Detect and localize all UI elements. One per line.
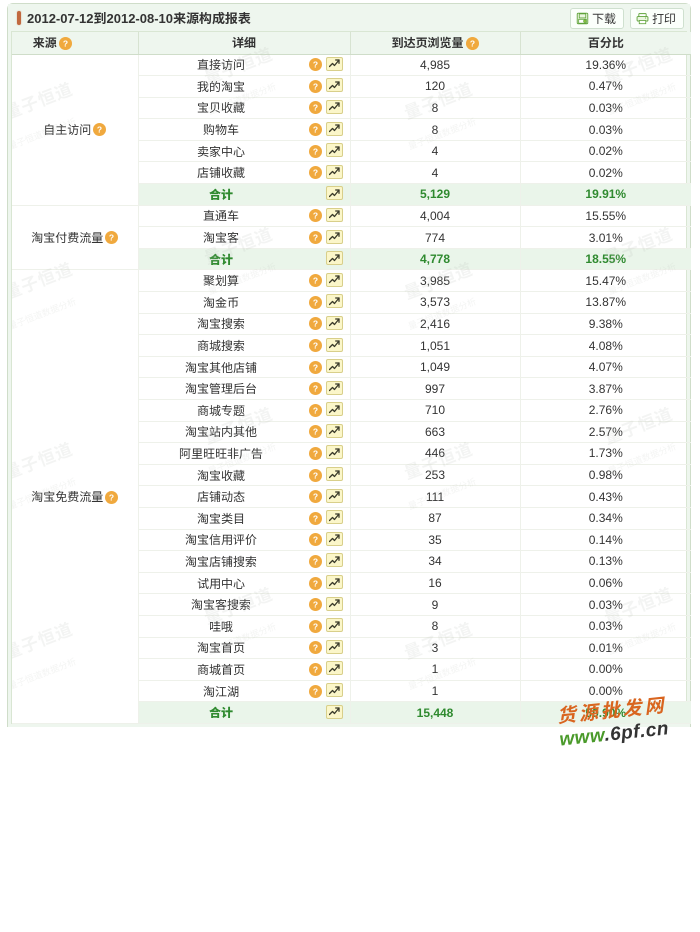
svg-text:?: ? (312, 686, 317, 696)
svg-text:?: ? (312, 621, 317, 631)
svg-text:?: ? (312, 492, 317, 502)
svg-text:?: ? (312, 513, 317, 523)
svg-text:?: ? (312, 298, 317, 308)
svg-text:?: ? (312, 449, 317, 459)
svg-text:?: ? (312, 665, 317, 675)
svg-text:?: ? (312, 319, 317, 329)
svg-text:?: ? (312, 211, 317, 221)
svg-text:?: ? (63, 38, 68, 48)
svg-text:?: ? (312, 427, 317, 437)
svg-text:?: ? (312, 103, 317, 113)
svg-text:?: ? (312, 60, 317, 70)
svg-text:?: ? (312, 470, 317, 480)
svg-text:?: ? (312, 125, 317, 135)
svg-text:?: ? (312, 557, 317, 567)
svg-text:?: ? (469, 38, 474, 48)
svg-text:?: ? (312, 643, 317, 653)
svg-text:?: ? (312, 600, 317, 610)
svg-text:?: ? (312, 146, 317, 156)
svg-text:?: ? (312, 82, 317, 92)
svg-text:?: ? (312, 168, 317, 178)
svg-text:?: ? (312, 341, 317, 351)
svg-text:?: ? (312, 362, 317, 372)
svg-text:?: ? (97, 125, 102, 135)
svg-text:?: ? (109, 492, 114, 502)
svg-text:?: ? (312, 535, 317, 545)
svg-text:?: ? (312, 276, 317, 286)
svg-text:?: ? (312, 384, 317, 394)
svg-text:?: ? (312, 578, 317, 588)
svg-text:?: ? (312, 233, 317, 243)
svg-text:?: ? (109, 233, 114, 243)
svg-text:?: ? (312, 405, 317, 415)
